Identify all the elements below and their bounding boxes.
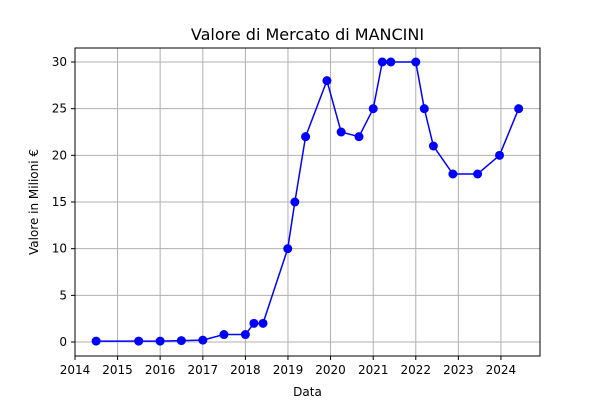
y-tick-label: 5 [59, 288, 67, 302]
y-tick-label: 30 [52, 55, 67, 69]
x-tick-label: 2018 [230, 363, 261, 377]
data-point [354, 132, 364, 142]
data-point [258, 318, 268, 328]
series-group [91, 57, 524, 346]
y-tick-label: 15 [52, 195, 67, 209]
data-point [249, 318, 259, 328]
data-point [219, 330, 229, 340]
data-point [301, 132, 311, 142]
data-point [134, 336, 144, 346]
y-axis: 0 5 10 15 20 25 30 [52, 55, 75, 349]
y-tick-label: 10 [52, 242, 67, 256]
y-tick-label: 0 [59, 335, 67, 349]
data-point [428, 141, 438, 151]
data-point [322, 76, 332, 86]
data-point [336, 127, 346, 137]
data-point [198, 335, 208, 345]
data-point [155, 336, 165, 346]
y-axis-label: Valore in Milioni € [27, 149, 41, 255]
x-tick-label: 2019 [273, 363, 304, 377]
data-point [514, 104, 524, 114]
data-point [176, 336, 186, 346]
x-tick-label: 2020 [315, 363, 346, 377]
data-point [419, 104, 429, 114]
data-point [495, 150, 505, 160]
x-tick-label: 2016 [145, 363, 176, 377]
x-tick-label: 2022 [401, 363, 432, 377]
data-point [448, 169, 458, 179]
y-tick-label: 20 [52, 148, 67, 162]
data-point [377, 57, 387, 67]
data-point [473, 169, 483, 179]
x-tick-label: 2023 [443, 363, 474, 377]
x-tick-label: 2024 [486, 363, 517, 377]
data-point [411, 57, 421, 67]
x-tick-label: 2015 [102, 363, 133, 377]
grid [74, 48, 540, 356]
x-tick-label: 2014 [60, 363, 91, 377]
data-point [386, 57, 396, 67]
data-point [290, 197, 300, 207]
data-point [283, 244, 293, 254]
data-point [240, 330, 250, 340]
x-tick-label: 2021 [358, 363, 389, 377]
data-point [91, 336, 101, 346]
x-axis: 2014 2015 2016 2017 2018 2019 2020 2021 2022 2023… [60, 356, 516, 377]
data-point [368, 104, 378, 114]
chart-title: Valore di Mercato di MANCINI [191, 25, 424, 44]
x-tick-label: 2017 [188, 363, 219, 377]
x-axis-label: Data [293, 385, 322, 399]
y-tick-label: 25 [52, 102, 67, 116]
